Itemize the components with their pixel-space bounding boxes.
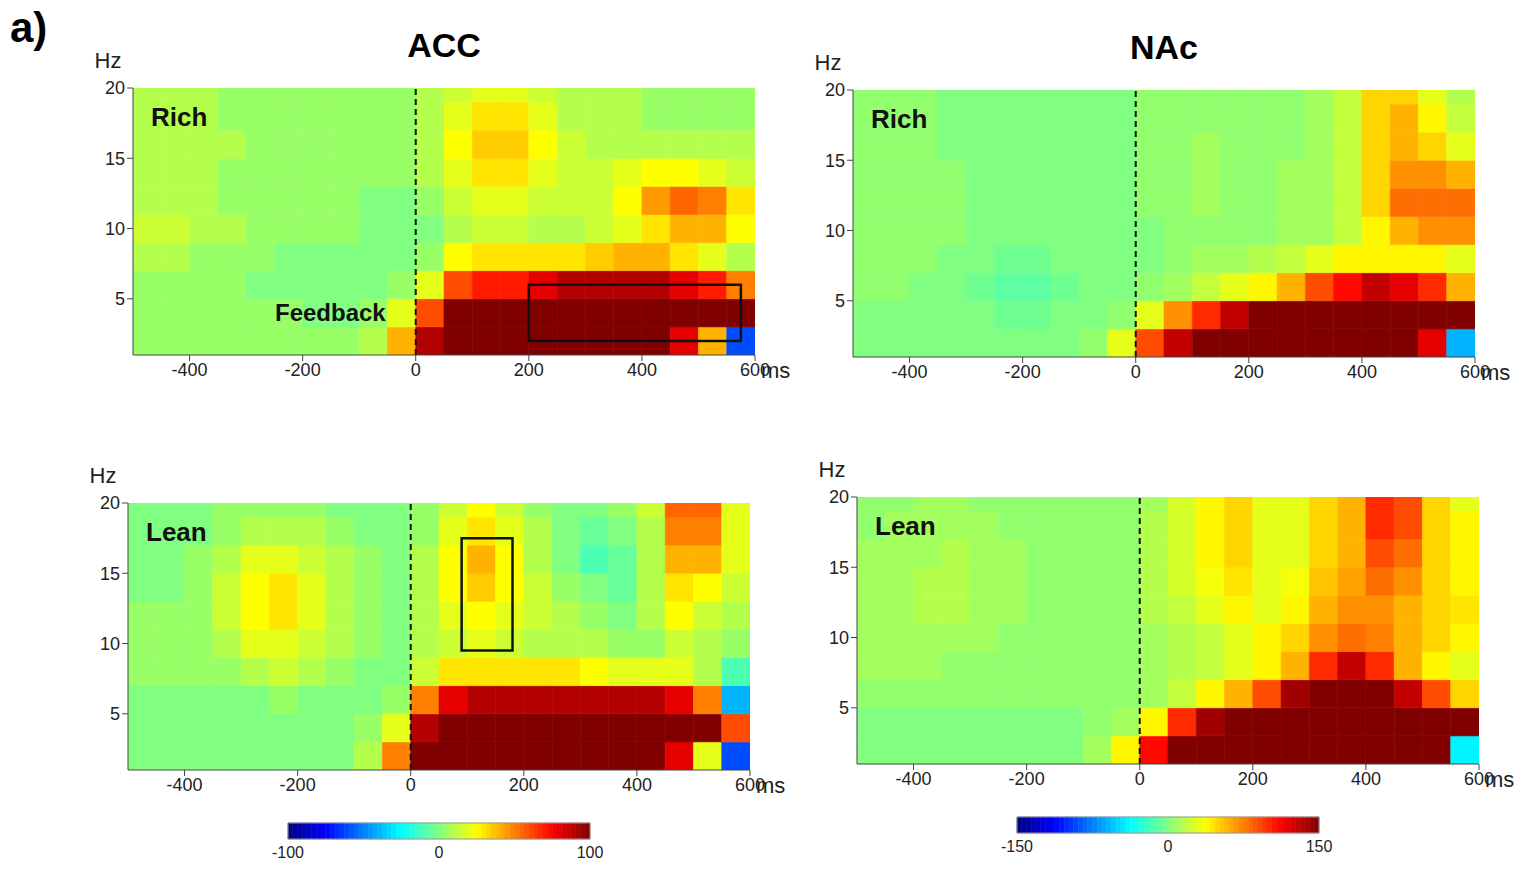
svg-text:Hz: Hz	[819, 457, 846, 482]
svg-text:600: 600	[1460, 361, 1490, 382]
svg-text:15: 15	[829, 558, 849, 578]
svg-text:5: 5	[110, 704, 120, 724]
svg-text:0: 0	[1135, 769, 1145, 789]
svg-text:200: 200	[509, 775, 539, 795]
html-text:Feedback: Feedback	[275, 299, 386, 326]
svg-text:10: 10	[100, 634, 120, 654]
svg-text:-150: -150	[1001, 838, 1033, 855]
svg-text:-400: -400	[172, 360, 208, 380]
svg-text:0: 0	[435, 844, 444, 861]
svg-text:ms: ms	[756, 773, 785, 798]
svg-text:400: 400	[1347, 362, 1377, 382]
html-text:Rich: Rich	[871, 104, 928, 134]
svg-text:0: 0	[406, 775, 416, 795]
svg-text:10: 10	[829, 628, 849, 648]
svg-text:200: 200	[1234, 362, 1264, 382]
svg-text:-200: -200	[1009, 769, 1045, 789]
svg-text:200: 200	[514, 360, 544, 380]
svg-text:-400: -400	[167, 775, 203, 795]
html-text:ACC: ACC	[407, 26, 481, 64]
svg-text:400: 400	[622, 775, 652, 795]
svg-text:ms: ms	[1481, 360, 1510, 385]
svg-text:600: 600	[735, 774, 765, 795]
svg-text:ms: ms	[1485, 767, 1514, 792]
svg-text:ms: ms	[761, 358, 790, 383]
svg-text:400: 400	[627, 360, 657, 380]
html-text:a): a)	[10, 4, 48, 51]
svg-text:Hz: Hz	[815, 50, 842, 75]
svg-text:0: 0	[411, 360, 421, 380]
html-text:Rich: Rich	[151, 102, 208, 132]
svg-text:200: 200	[1238, 769, 1268, 789]
svg-text:20: 20	[100, 493, 120, 513]
svg-text:10: 10	[825, 221, 845, 241]
svg-text:20: 20	[829, 487, 849, 507]
svg-text:5: 5	[839, 698, 849, 718]
html-text:Lean: Lean	[146, 517, 207, 547]
svg-text:20: 20	[105, 78, 125, 98]
svg-text:20: 20	[825, 80, 845, 100]
svg-text:-400: -400	[892, 362, 928, 382]
svg-text:600: 600	[1464, 768, 1494, 789]
svg-text:400: 400	[1351, 769, 1381, 789]
svg-text:Hz: Hz	[95, 48, 122, 73]
svg-text:15: 15	[105, 149, 125, 169]
svg-text:600: 600	[740, 359, 770, 380]
svg-text:-100: -100	[272, 844, 304, 861]
svg-text:-200: -200	[280, 775, 316, 795]
svg-text:-200: -200	[1005, 362, 1041, 382]
svg-text:Hz: Hz	[90, 463, 117, 488]
svg-text:150: 150	[1306, 838, 1333, 855]
svg-text:5: 5	[115, 289, 125, 309]
svg-text:100: 100	[577, 844, 604, 861]
html-text:NAc: NAc	[1130, 28, 1198, 66]
svg-text:5: 5	[835, 291, 845, 311]
svg-text:15: 15	[825, 151, 845, 171]
svg-text:0: 0	[1131, 362, 1141, 382]
svg-text:0: 0	[1164, 838, 1173, 855]
svg-text:10: 10	[105, 219, 125, 239]
svg-text:15: 15	[100, 564, 120, 584]
html-text:Lean: Lean	[875, 511, 936, 541]
svg-text:-200: -200	[285, 360, 321, 380]
svg-text:-400: -400	[896, 769, 932, 789]
